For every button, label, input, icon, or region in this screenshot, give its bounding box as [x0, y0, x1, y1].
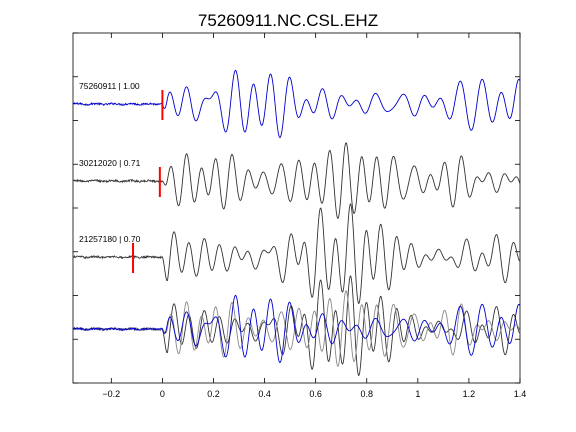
x-tick-label: 0.2: [207, 389, 220, 399]
trace-group: [72, 69, 521, 377]
trace-label: 75260911 | 1.00: [79, 81, 140, 91]
x-axis-ticks: −0.2 0 0.2 0.4 0.6 0.8 1 1.2 1.4: [102, 33, 526, 399]
x-tick-label: 1.2: [463, 389, 476, 399]
overlay-trace-30212020: [72, 290, 521, 367]
trace-label: 30212020 | 0.71: [79, 158, 141, 168]
overlay-trace-21257180: [72, 275, 521, 377]
trace-label: 21257180 | 0.70: [79, 234, 141, 244]
overlay-trace-75260911: [72, 294, 521, 364]
trace-30212020: [72, 142, 521, 219]
trace-21257180: [72, 203, 521, 305]
x-tick-label: 0: [160, 389, 165, 399]
trace-labels: 75260911 | 1.00 30212020 | 0.71 21257180 |…: [79, 81, 141, 244]
y-axis-ticks: [73, 32, 520, 384]
x-tick-label: 1: [415, 389, 420, 399]
x-tick-label: 0.4: [258, 389, 271, 399]
pick-markers: [132, 90, 164, 273]
x-tick-label: −0.2: [102, 389, 120, 399]
x-tick-label: 0.6: [309, 389, 322, 399]
trace-75260911: [72, 69, 521, 139]
chart-title: 75260911.NC.CSL.EHZ: [198, 11, 378, 30]
x-tick-label: 0.8: [360, 389, 373, 399]
x-tick-label: 1.4: [514, 389, 527, 399]
